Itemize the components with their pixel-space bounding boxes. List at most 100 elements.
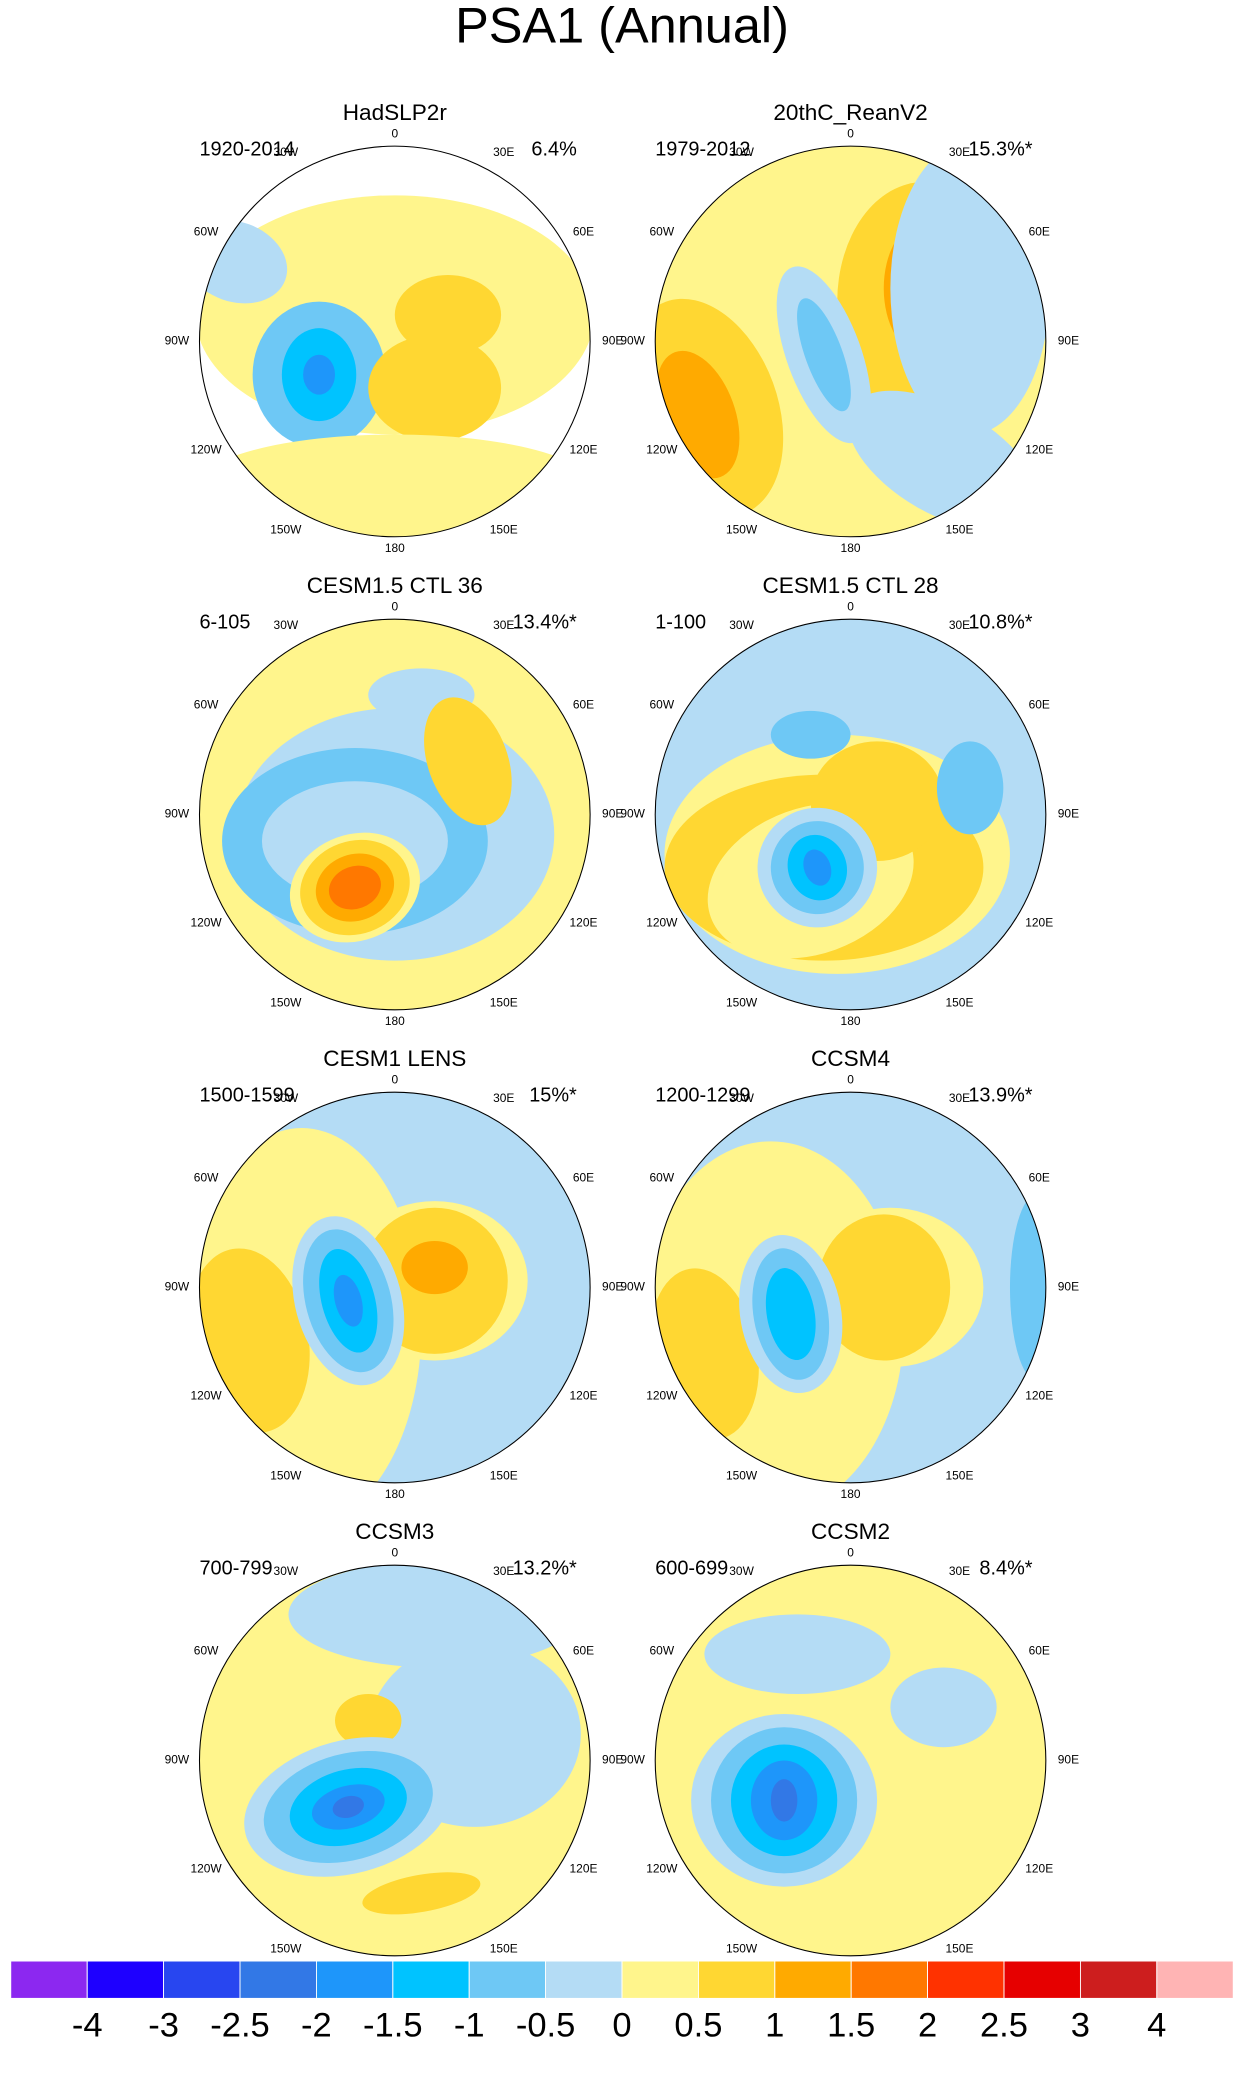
lon-label: 0 <box>847 1072 854 1086</box>
contour-region <box>394 275 502 355</box>
lon-label: 0 <box>847 599 854 613</box>
colorbar-box <box>239 1960 317 1999</box>
lon-label: 90W <box>620 1753 645 1767</box>
lon-label: 60E <box>1029 1644 1050 1658</box>
panel-title: CESM1 LENS <box>323 1046 466 1071</box>
contour-region <box>368 334 502 442</box>
contour-region <box>797 298 851 412</box>
lon-label: 120W <box>190 443 222 457</box>
colorbar-box <box>545 1960 623 1999</box>
lon-label: 90E <box>1058 1753 1079 1767</box>
colorbar: -4 -3 -2.5 -2 -1.5 -1 -0.5 0 0.5 1 1.5 2 2.5 3 4 <box>10 1960 1234 2045</box>
lon-label: 30W <box>729 1091 754 1105</box>
lon-label: 90W <box>165 1280 190 1294</box>
lon-label: 180 <box>385 541 405 555</box>
figure-title: PSA1 (Annual) <box>455 0 789 54</box>
lon-label: 60W <box>194 1644 219 1658</box>
lon-label: 60W <box>650 225 675 239</box>
contour-region <box>401 1240 468 1295</box>
lon-label: 60E <box>573 1171 594 1185</box>
colorbar-box <box>163 1960 241 1999</box>
contour-region <box>704 1614 891 1695</box>
lon-label: 150E <box>946 1941 974 1955</box>
map-panel: CCSM4 1200-1299 13.9%* 0 30E 60E 90E 120E 150E 18… <box>620 1046 1079 1501</box>
lon-label: 60W <box>650 1171 675 1185</box>
lon-label: 150E <box>946 1468 974 1482</box>
lon-label: 120E <box>1025 916 1053 930</box>
panel-period: 700-799 <box>199 1557 272 1579</box>
map-panel: CESM1 LENS 1500-1599 15%* 0 30E 60E 90E 120E 150… <box>165 1046 624 1501</box>
colorbar-box <box>850 1960 928 1999</box>
lon-label: 60W <box>194 1171 219 1185</box>
panel-variance: 6.4% <box>531 138 576 160</box>
map-field <box>655 1565 1046 1956</box>
lon-label: 120W <box>646 1389 678 1403</box>
lon-label: 60W <box>194 698 219 712</box>
lon-label: 90W <box>620 334 645 348</box>
colorbar-label: -2 <box>301 2007 332 2045</box>
map-panel: CCSM3700-79913.2%*030E60E90E120E150E1801… <box>165 1519 624 1974</box>
panel-title: CESM1.5 CTL 28 <box>762 573 938 598</box>
colorbar-box <box>1156 1960 1234 1999</box>
colorbar-box <box>86 1960 165 1999</box>
lon-label: 90E <box>1058 807 1079 821</box>
panel-title: HadSLP2r <box>343 100 448 125</box>
lon-label: 30W <box>729 1564 754 1578</box>
map-border <box>198 1091 591 1484</box>
lon-label: 90E <box>602 1753 623 1767</box>
lon-label: 30E <box>949 1564 970 1578</box>
colorbar-label: -1.5 <box>363 2007 423 2045</box>
contour-region <box>332 1795 364 1819</box>
panel-variance: 15.3%* <box>968 138 1032 160</box>
map-border <box>654 1091 1047 1484</box>
lon-label: 0 <box>391 1072 398 1086</box>
colorbar-label: -4 <box>72 2007 103 2045</box>
lon-label: 30E <box>949 145 970 159</box>
colorbar-box <box>1079 1960 1158 1999</box>
lon-label: 150W <box>726 1468 758 1482</box>
map-field <box>199 1092 591 1483</box>
lon-label: 30W <box>274 618 299 632</box>
map-field <box>199 1565 591 1956</box>
panel-variance: 10.8%* <box>968 611 1032 633</box>
colorbar-label: -1 <box>454 2007 485 2045</box>
lon-label: 60E <box>1029 698 1050 712</box>
lon-label: 150W <box>270 1468 302 1482</box>
contour-region <box>335 1694 402 1748</box>
lon-label: 120W <box>190 1862 222 1876</box>
lon-label: 30E <box>949 618 970 632</box>
map-panel: CCSM2600-6998.4%*030E60E90E120E150E18015… <box>620 1519 1079 1974</box>
lon-label: 30W <box>729 145 754 159</box>
lon-label: 90E <box>602 334 623 348</box>
colorbar-label: -2.5 <box>210 2007 270 2045</box>
lon-label: 150E <box>946 522 974 536</box>
lon-label: 120W <box>646 443 678 457</box>
lon-label: 120E <box>1025 1862 1053 1876</box>
lon-label: 30W <box>274 1091 299 1105</box>
map-field <box>655 146 1046 537</box>
contour-region <box>333 1274 363 1327</box>
lon-label: 90W <box>165 1753 190 1767</box>
lon-label: 30E <box>493 145 514 159</box>
colorbar-label: 4 <box>1147 2007 1166 2045</box>
colorbar-box <box>774 1960 852 1999</box>
lon-label: 60W <box>650 1644 675 1658</box>
panel-title: CCSM3 <box>355 1519 434 1544</box>
lon-label: 120E <box>570 1389 598 1403</box>
map-panel: HadSLP2r 1920-2014 6.4% 0 30E 60E 90E 120E 150E 1… <box>165 100 624 555</box>
map-panel: CESM1.5 CTL 28 1-100 10.8%* 0 30E 60E 90E 120E 1… <box>620 573 1079 1028</box>
contour-region <box>199 434 591 537</box>
contour-region <box>362 1872 481 1915</box>
lon-label: 30E <box>493 618 514 632</box>
colorbar-box <box>392 1960 470 1999</box>
lon-label: 60E <box>573 1644 594 1658</box>
lon-label: 150E <box>490 522 518 536</box>
lon-label: 30W <box>729 618 754 632</box>
map-border <box>654 145 1047 538</box>
colorbar-label: 2.5 <box>980 2007 1028 2045</box>
lon-label: 60E <box>573 698 594 712</box>
colorbar-box <box>316 1960 394 1999</box>
lon-label: 30E <box>493 1091 514 1105</box>
map-panel: CESM1.5 CTL 36 6-105 13.4%* 0 30E 60E 90E 120E 1… <box>165 573 624 1028</box>
